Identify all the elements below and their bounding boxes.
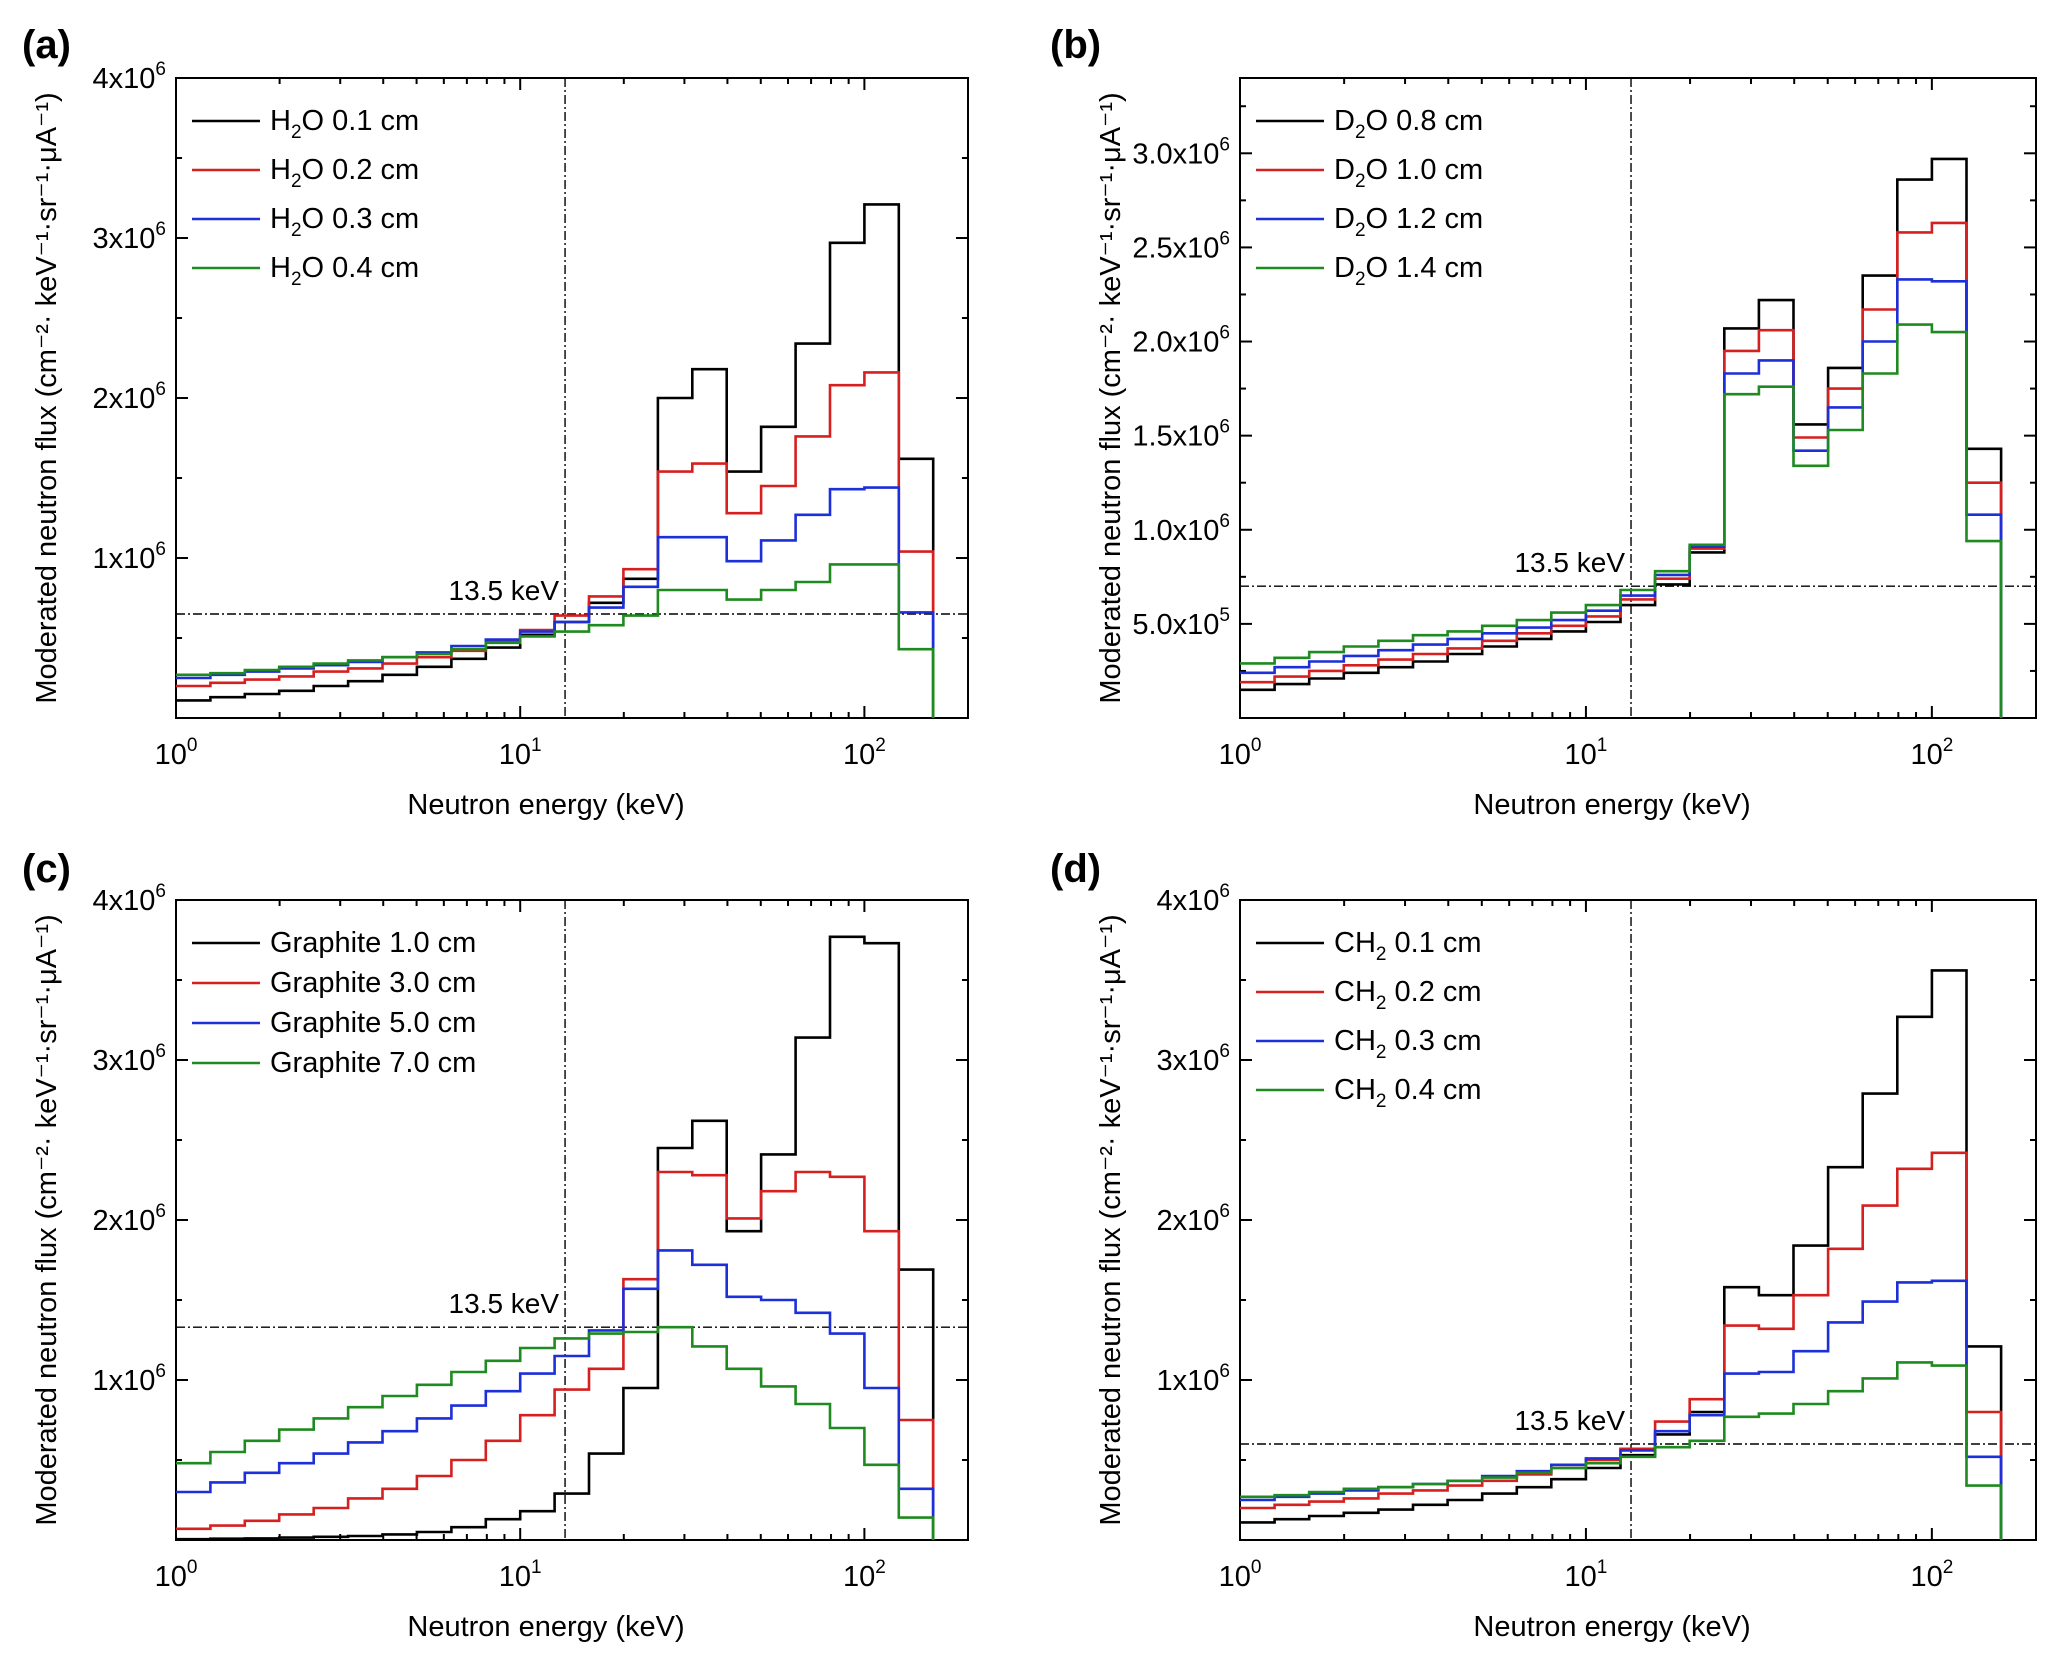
series-line-3 (1240, 278, 2003, 718)
series-line-2 (176, 371, 935, 718)
x-axis-title: Neutron energy (keV) (407, 789, 684, 821)
x-axis-title: Neutron energy (keV) (1473, 1611, 1750, 1643)
y-tick-label: 3x106 (93, 219, 166, 255)
x-tick-label: 101 (499, 1557, 542, 1593)
legend: H2O 0.1 cm H2O 0.2 cm H2O 0.3 cm H2O 0.4 cm (192, 105, 419, 290)
y-tick-label: 2.5x106 (1132, 228, 1230, 264)
series-line-3 (176, 1249, 935, 1540)
panel-2: (b) 100 101 102 5.0x105 1.0x106 1.5x106 2.0x106… (1050, 23, 2037, 821)
y-tick-label: 1x106 (93, 539, 166, 575)
legend-entry: D2O 1.4 cm (1334, 252, 1483, 290)
series-line-2 (176, 1170, 935, 1540)
panel-label: (c) (22, 847, 71, 891)
legend-entry: CH2 0.4 cm (1334, 1074, 1482, 1112)
legend-entry: H2O 0.1 cm (270, 105, 419, 143)
legend-entry: H2O 0.3 cm (270, 203, 419, 241)
x-tick-label: 102 (1910, 735, 1953, 771)
panel-4: (d) 100 101 102 1x106 2x106 3x106 4x106 Neutron … (1050, 847, 2037, 1643)
legend-entry: Graphite 5.0 cm (270, 1007, 476, 1039)
y-tick-label: 2.0x106 (1132, 323, 1230, 359)
y-tick-label: 3x106 (1157, 1041, 1230, 1077)
ref-line-label: 13.5 keV (449, 575, 560, 606)
legend-entry: D2O 0.8 cm (1334, 105, 1483, 143)
x-tick-label: 102 (843, 1557, 886, 1593)
x-tick-label: 102 (843, 735, 886, 771)
y-axis-title: Moderated neutron flux (cm⁻²· keV⁻¹·sr⁻¹… (31, 92, 63, 703)
x-tick-label: 100 (155, 1557, 198, 1593)
x-axis-title: Neutron energy (keV) (1473, 789, 1750, 821)
series-line-2 (1240, 1151, 2003, 1540)
legend-entry: Graphite 7.0 cm (270, 1047, 476, 1079)
panel-label: (a) (22, 23, 71, 67)
y-tick-label: 3.0x106 (1132, 134, 1230, 170)
series-line-1 (176, 935, 935, 1541)
y-tick-label: 2x106 (93, 379, 166, 415)
panel-label: (b) (1050, 23, 1101, 67)
series-line-4 (1240, 1361, 2003, 1540)
x-tick-label: 100 (155, 735, 198, 771)
legend: CH2 0.1 cm CH2 0.2 cm CH2 0.3 cm CH2 0.4 cm (1256, 927, 1482, 1112)
x-tick-label: 102 (1910, 1557, 1953, 1593)
legend-entry: Graphite 1.0 cm (270, 927, 476, 959)
legend-entry: H2O 0.2 cm (270, 154, 419, 192)
legend: D2O 0.8 cm D2O 1.0 cm D2O 1.2 cm D2O 1.4 cm (1256, 105, 1483, 290)
panel-label: (d) (1050, 847, 1101, 891)
y-tick-label: 5.0x105 (1132, 605, 1230, 641)
legend-entry: D2O 1.2 cm (1334, 203, 1483, 241)
series-line-1 (1240, 157, 2003, 718)
series-line-2 (1240, 221, 2003, 718)
y-tick-label: 4x106 (1157, 881, 1230, 917)
y-tick-label: 1x106 (93, 1361, 166, 1397)
x-tick-label: 100 (1219, 735, 1262, 771)
legend-entry: H2O 0.4 cm (270, 252, 419, 290)
x-tick-label: 101 (1565, 1557, 1608, 1593)
legend-entry: Graphite 3.0 cm (270, 967, 476, 999)
series-line-4 (176, 563, 935, 718)
legend: Graphite 1.0 cm Graphite 3.0 cm Graphite 5… (192, 927, 476, 1079)
y-axis-title: Moderated neutron flux (cm⁻²· keV⁻¹·sr⁻¹… (31, 914, 63, 1525)
x-tick-label: 100 (1219, 1557, 1262, 1593)
y-tick-label: 2x106 (93, 1201, 166, 1237)
y-tick-label: 1.0x106 (1132, 511, 1230, 547)
ref-line-label: 13.5 keV (1514, 1405, 1625, 1436)
series-line-4 (1240, 323, 2003, 718)
legend-entry: D2O 1.0 cm (1334, 154, 1483, 192)
y-axis-title: Moderated neutron flux (cm⁻²· keV⁻¹·sr⁻¹… (1095, 914, 1127, 1525)
ref-line-label: 13.5 keV (1514, 547, 1625, 578)
legend-entry: CH2 0.2 cm (1334, 976, 1482, 1014)
y-tick-label: 3x106 (93, 1041, 166, 1077)
y-tick-label: 2x106 (1157, 1201, 1230, 1237)
x-tick-label: 101 (1565, 735, 1608, 771)
panel-3: (c) 100 101 102 1x106 2x106 3x106 4x106 Neutron … (22, 847, 969, 1643)
y-tick-label: 1x106 (1157, 1361, 1230, 1397)
plot-frame (1239, 77, 2037, 719)
y-axis-title: Moderated neutron flux (cm⁻²· keV⁻¹·sr⁻¹… (1095, 92, 1127, 703)
legend-entry: CH2 0.3 cm (1334, 1025, 1482, 1063)
x-tick-label: 101 (499, 735, 542, 771)
ref-line-label: 13.5 keV (449, 1288, 560, 1319)
y-tick-label: 4x106 (93, 881, 166, 917)
y-tick-label: 4x106 (93, 59, 166, 95)
panel-1: (a) 100 101 102 1x106 2x106 3x106 4x106 Neutron … (22, 23, 969, 821)
x-axis-title: Neutron energy (keV) (407, 1611, 684, 1643)
y-tick-label: 1.5x106 (1132, 417, 1230, 453)
legend-entry: CH2 0.1 cm (1334, 927, 1482, 965)
series-line-4 (176, 1325, 935, 1540)
